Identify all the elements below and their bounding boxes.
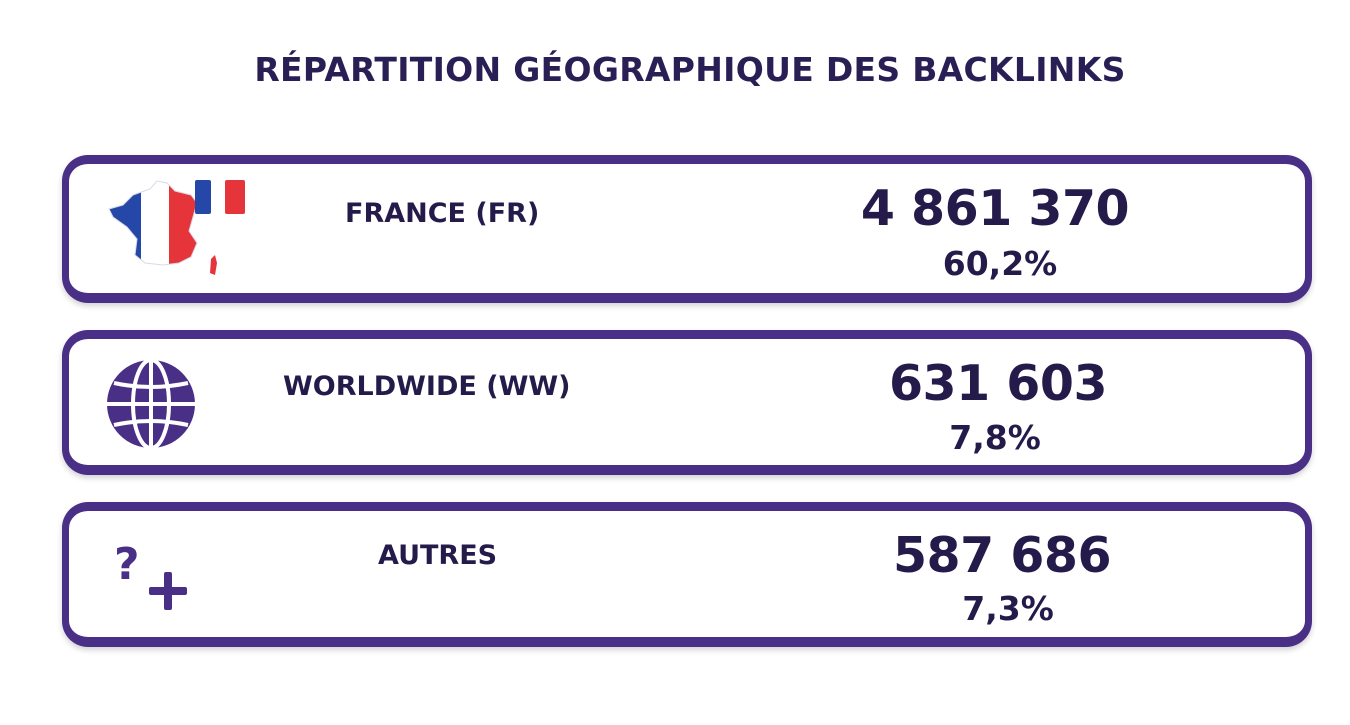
row-label-france: FRANCE (FR) — [345, 198, 540, 229]
row-label-autres: AUTRES — [378, 540, 498, 571]
row-label-worldwide: WORLDWIDE (WW) — [283, 371, 571, 402]
country-card-autres — [62, 502, 1312, 647]
question-plus-icon: ? — [112, 533, 192, 613]
row-percent-worldwide: 7,8% — [949, 418, 1041, 457]
page-title: RÉPARTITION GÉOGRAPHIQUE DES BACKLINKS — [254, 50, 1126, 89]
globe-icon — [105, 358, 197, 450]
row-percent-autres: 7,3% — [962, 589, 1054, 628]
country-card-worldwide — [62, 330, 1312, 475]
row-value-autres: 587 686 — [892, 527, 1112, 584]
country-card-france — [62, 155, 1312, 303]
row-value-worldwide: 631 603 — [888, 355, 1108, 412]
row-value-france: 4 861 370 — [860, 180, 1130, 237]
row-percent-france: 60,2% — [942, 244, 1058, 283]
svg-text:?: ? — [114, 539, 140, 590]
france-map-flag-icon — [105, 175, 255, 285]
